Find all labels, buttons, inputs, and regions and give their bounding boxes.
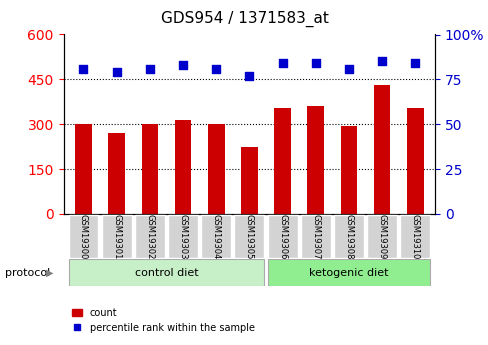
- Text: control diet: control diet: [134, 268, 198, 277]
- FancyBboxPatch shape: [366, 215, 396, 258]
- Text: GSM19309: GSM19309: [377, 214, 386, 259]
- FancyBboxPatch shape: [168, 215, 198, 258]
- Bar: [75, 124, 92, 214]
- Point: [345, 66, 352, 71]
- Point: [212, 66, 220, 71]
- FancyBboxPatch shape: [234, 215, 264, 258]
- Point: [145, 66, 153, 71]
- Bar: [274, 108, 290, 214]
- Bar: [406, 108, 423, 214]
- Bar: [307, 106, 324, 214]
- Text: GDS954 / 1371583_at: GDS954 / 1371583_at: [160, 10, 328, 27]
- FancyBboxPatch shape: [267, 215, 297, 258]
- FancyBboxPatch shape: [68, 215, 98, 258]
- Text: GSM19305: GSM19305: [244, 214, 253, 259]
- Point: [278, 60, 286, 66]
- Text: GSM19303: GSM19303: [178, 214, 187, 259]
- Bar: [174, 120, 191, 214]
- Point: [377, 59, 385, 64]
- Text: GSM19306: GSM19306: [278, 214, 286, 259]
- Text: GSM19310: GSM19310: [410, 214, 419, 259]
- FancyBboxPatch shape: [135, 215, 164, 258]
- FancyBboxPatch shape: [102, 215, 131, 258]
- Point: [245, 73, 253, 79]
- Bar: [141, 124, 158, 214]
- Point: [80, 66, 87, 71]
- Text: ketogenic diet: ketogenic diet: [308, 268, 388, 277]
- Text: GSM19300: GSM19300: [79, 214, 88, 259]
- Legend: count, percentile rank within the sample: count, percentile rank within the sample: [68, 304, 258, 337]
- FancyBboxPatch shape: [201, 215, 231, 258]
- Text: GSM19301: GSM19301: [112, 214, 121, 259]
- Text: GSM19304: GSM19304: [211, 214, 220, 259]
- Text: GSM19308: GSM19308: [344, 214, 353, 259]
- FancyBboxPatch shape: [68, 259, 264, 286]
- FancyBboxPatch shape: [400, 215, 429, 258]
- FancyBboxPatch shape: [333, 215, 363, 258]
- Text: GSM19302: GSM19302: [145, 214, 154, 259]
- Point: [410, 60, 418, 66]
- Point: [113, 69, 121, 75]
- Bar: [340, 126, 357, 214]
- FancyBboxPatch shape: [267, 259, 429, 286]
- Bar: [241, 147, 257, 214]
- Text: ▶: ▶: [45, 268, 53, 277]
- Text: protocol: protocol: [5, 268, 50, 277]
- Text: GSM19307: GSM19307: [311, 214, 320, 259]
- Point: [311, 60, 319, 66]
- Bar: [207, 124, 224, 214]
- Bar: [373, 85, 389, 214]
- FancyBboxPatch shape: [300, 215, 330, 258]
- Point: [179, 62, 186, 68]
- Bar: [108, 133, 125, 214]
